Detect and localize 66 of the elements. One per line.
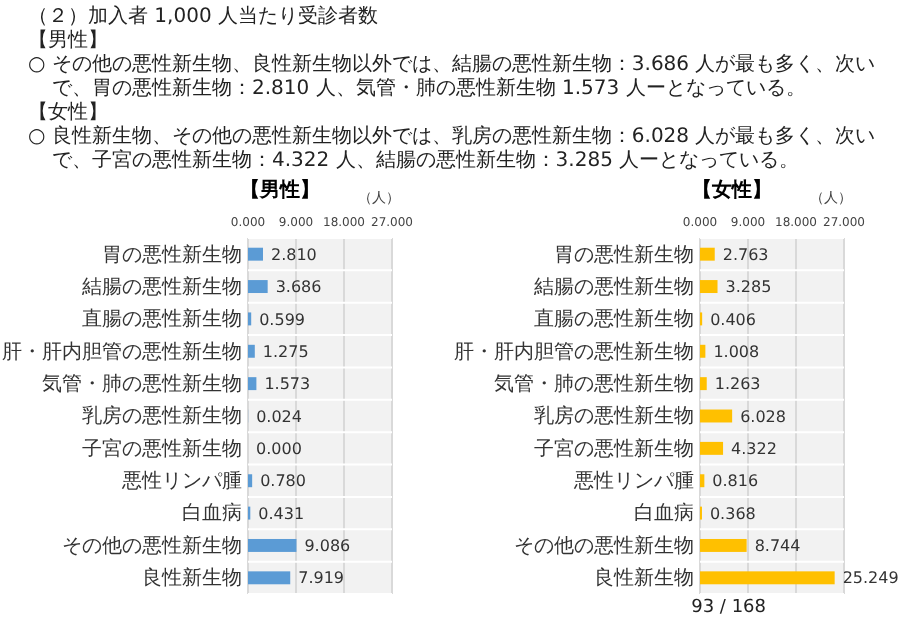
y-tick-label: 子宮の悪性新生物 <box>534 436 694 461</box>
bar <box>700 280 718 294</box>
data-label: 0.406 <box>710 310 756 329</box>
text: 【女性】 <box>28 102 110 125</box>
y-tick-label: 良性新生物 <box>594 566 694 591</box>
data-label: 1.263 <box>714 375 761 394</box>
bar <box>700 247 715 261</box>
chart-title: 【男性】 <box>240 178 320 202</box>
data-label: 3.285 <box>725 278 772 297</box>
data-label: 9.086 <box>304 537 351 556</box>
data-label: 7.919 <box>298 569 345 588</box>
y-tick-label: 子宮の悪性新生物 <box>82 436 242 461</box>
y-tick-label: その他の悪性新生物 <box>514 533 694 558</box>
data-label: 1.573 <box>264 375 311 394</box>
data-label: 1.008 <box>713 342 760 361</box>
bar <box>248 247 263 261</box>
bar <box>700 571 835 585</box>
text: ○ 良性新生物、その他の悪性新生物以外では、乳房の悪性新生物：6.028 人が最も多く、次いで、子宮の悪性新生物：4.322 人、結腸の悪性新生物：3.285 人ーとなっている。 <box>28 126 878 174</box>
y-tick-label: 白血病 <box>634 501 694 526</box>
y-tick-label: 悪性リンパ腫 <box>572 469 694 494</box>
y-tick-label: 乳房の悪性新生物 <box>534 404 694 429</box>
bar <box>248 538 297 552</box>
bar <box>700 377 707 391</box>
y-tick-label: 結腸の悪性新生物 <box>80 274 242 299</box>
y-tick-label: 肝・肝内胆管の悪性新生物 <box>2 339 242 364</box>
y-tick-label: 白血病 <box>182 501 242 526</box>
bar <box>700 409 733 423</box>
y-tick-label: 気管・肺の悪性新生物 <box>494 372 694 397</box>
y-tick-label: 胃の悪性新生物 <box>554 242 694 267</box>
bar <box>700 344 706 358</box>
text: 【男性】 <box>28 30 110 54</box>
y-tick-label: 肝・肝内胆管の悪性新生物 <box>454 339 694 364</box>
y-tick-label: 直腸の悪性新生物 <box>534 307 694 332</box>
y-tick-label: 乳房の悪性新生物 <box>82 404 242 429</box>
data-label: 0.599 <box>259 310 306 329</box>
data-label: 2.763 <box>722 245 769 264</box>
data-label: 1.275 <box>262 342 309 361</box>
bar <box>700 441 724 455</box>
data-label: 0.024 <box>256 407 302 426</box>
text: （２）加入者 1,000 人当たり受診者数 <box>28 6 380 29</box>
data-label: 6.028 <box>740 407 786 426</box>
y-tick-label: 直腸の悪性新生物 <box>82 307 242 332</box>
y-tick-label: 気管・肺の悪性新生物 <box>42 372 242 397</box>
data-label: 0.431 <box>258 504 305 523</box>
chart-title: 【女性】 <box>692 178 772 202</box>
y-tick-label: 胃の悪性新生物 <box>102 242 242 267</box>
y-tick-label: 悪性リンパ腫 <box>120 469 242 494</box>
y-tick-label: 良性新生物 <box>142 566 242 591</box>
bar <box>700 538 747 552</box>
bar <box>248 571 291 585</box>
data-label: 3.686 <box>275 278 322 297</box>
data-label: 8.744 <box>754 537 801 556</box>
data-label: 2.810 <box>270 245 317 264</box>
bar <box>248 280 268 294</box>
y-tick-label: その他の悪性新生物 <box>62 533 242 558</box>
data-label: 25.249 <box>842 569 899 588</box>
y-tick-label: 結腸の悪性新生物 <box>532 274 694 299</box>
data-label: 0.816 <box>712 472 759 491</box>
data-label: 0.780 <box>260 472 306 491</box>
data-label: 4.322 <box>731 439 777 458</box>
bar <box>248 377 257 391</box>
text: ○ その他の悪性新生物、良性新生物以外では、結腸の悪性新生物：3.686 人が最も多く、次いで、胃の悪性新生物：2.810 人、気管・肺の悪性新生物 1.573 人ーとなっている。 <box>28 54 878 101</box>
bar <box>248 344 255 358</box>
data-label: 0.000 <box>256 439 302 458</box>
data-label: 0.368 <box>709 504 756 523</box>
text: 93 / 168 <box>689 598 766 618</box>
